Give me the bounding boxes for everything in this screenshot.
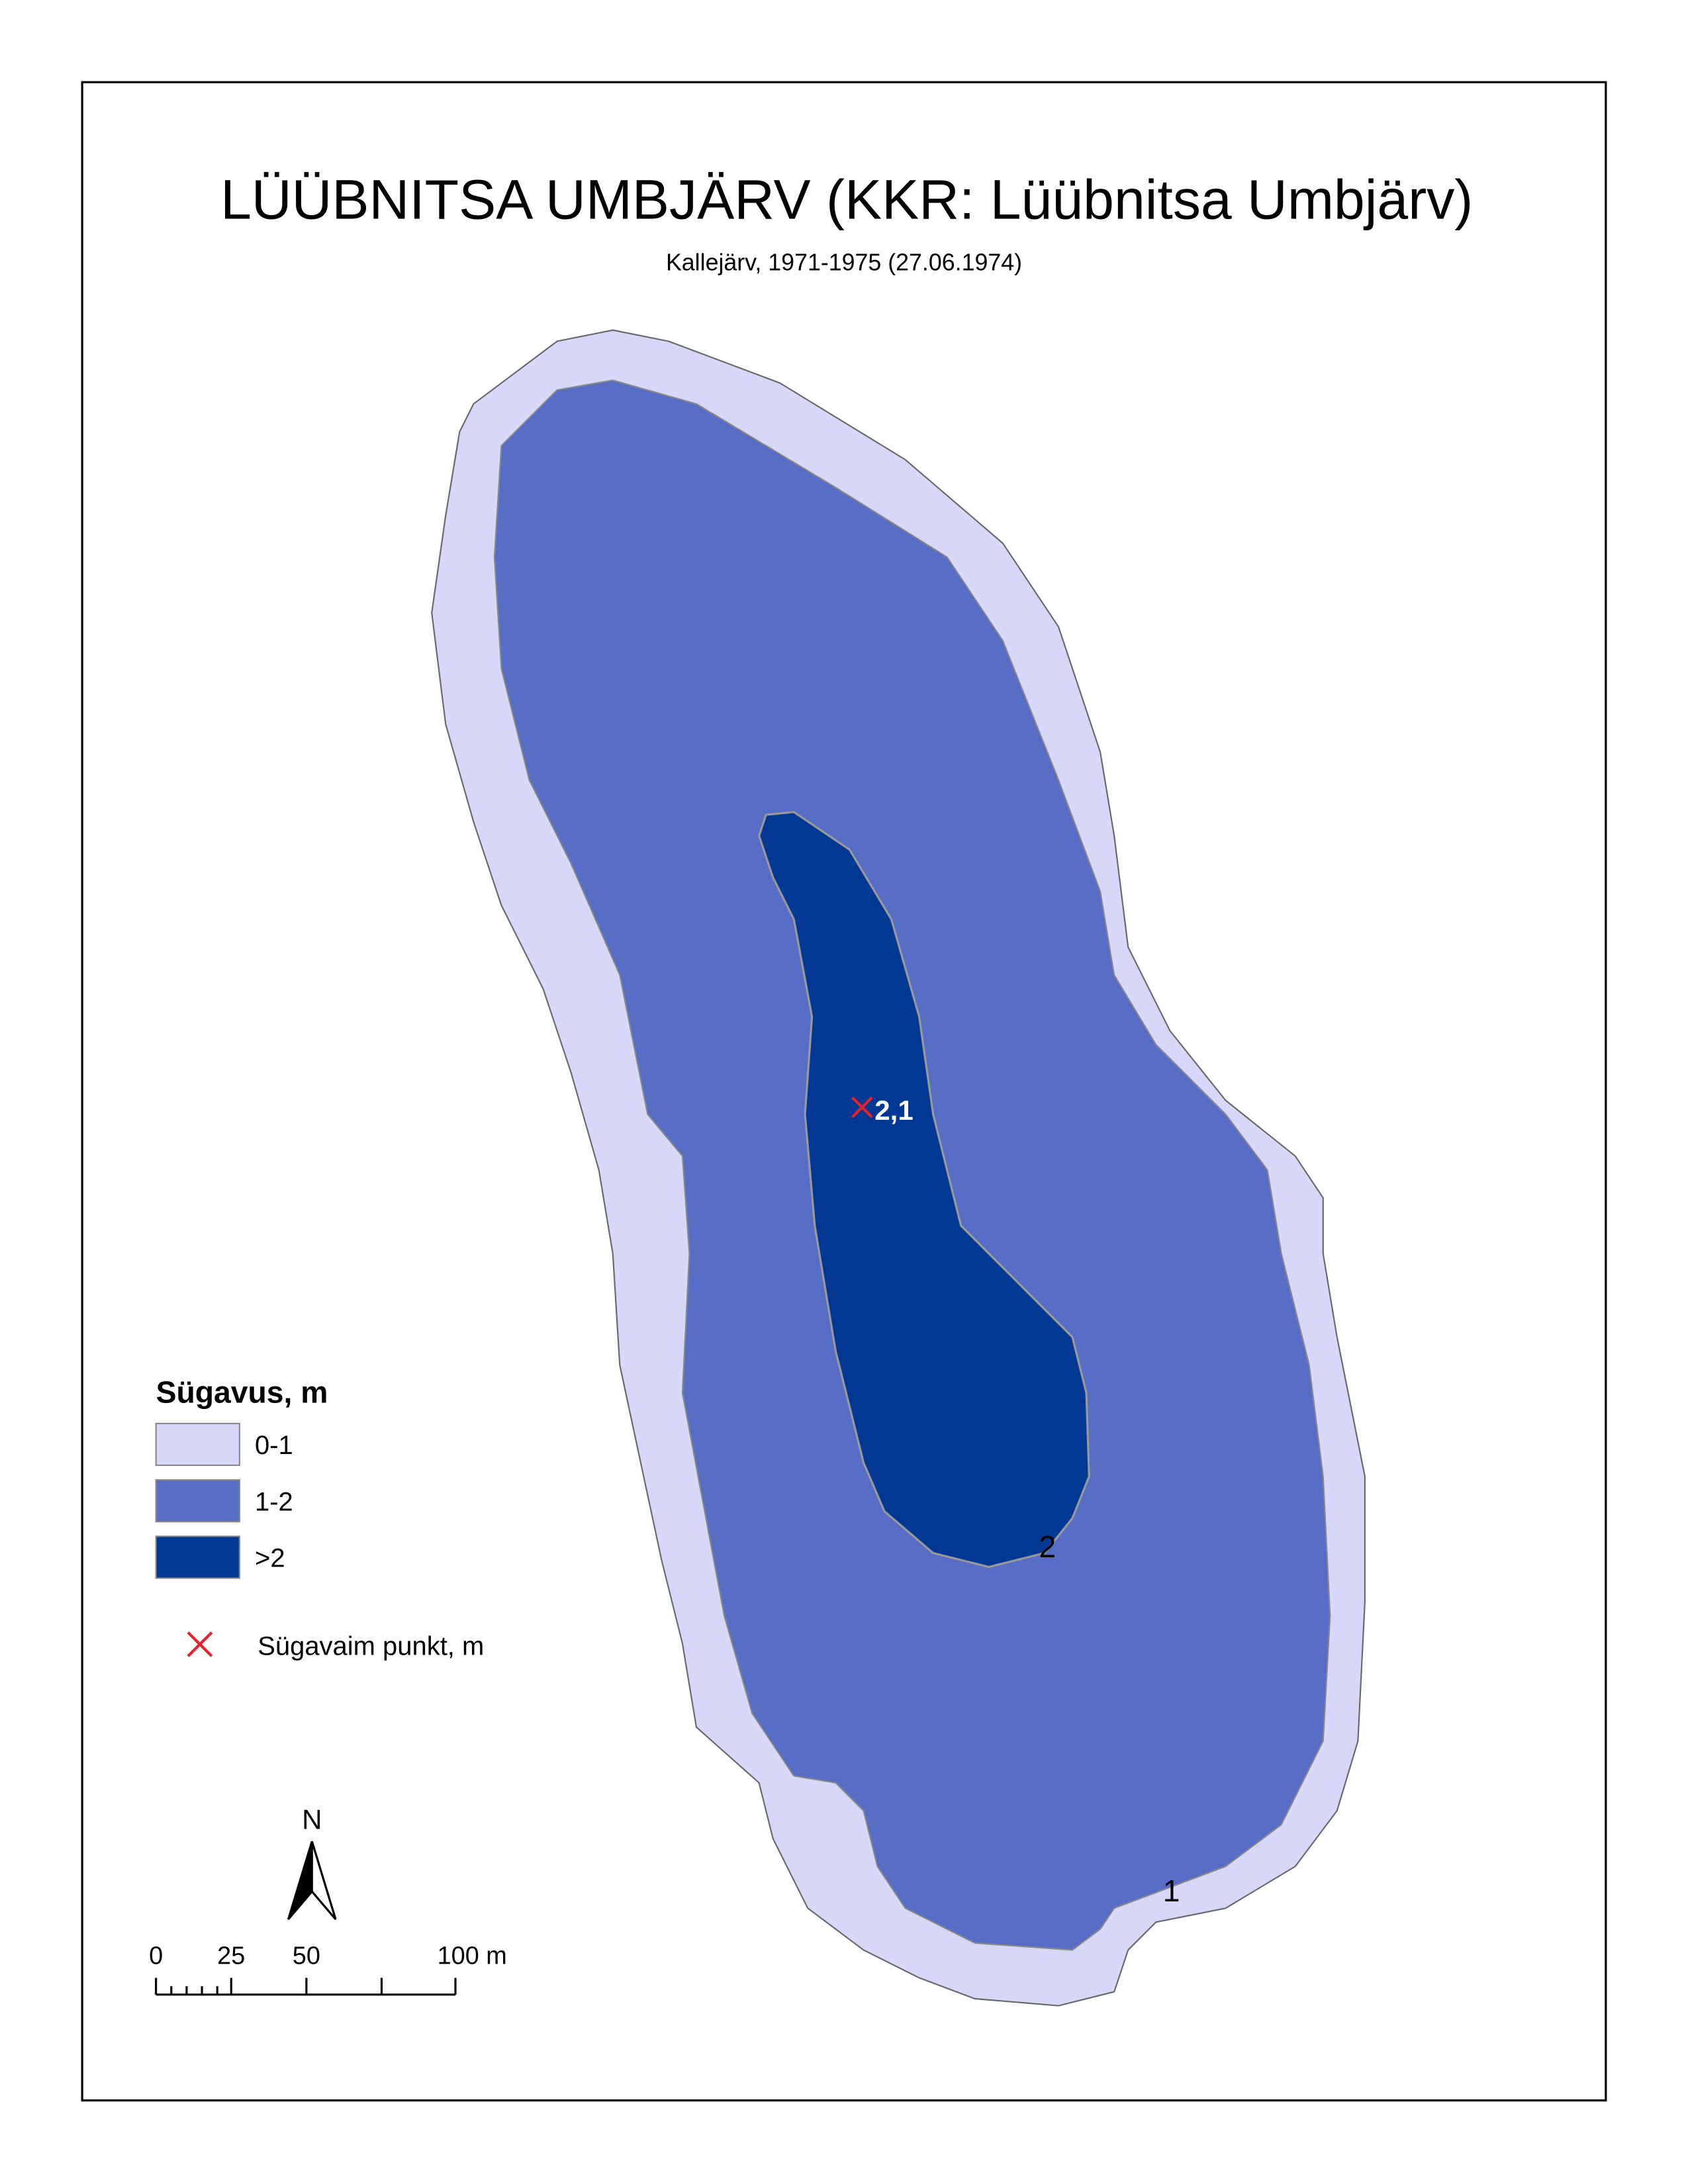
legend-swatch — [155, 1422, 240, 1467]
scale-label: 100 m — [438, 1942, 507, 1970]
scale-label: 0 — [149, 1942, 163, 1970]
legend-point-symbol — [187, 1631, 213, 1657]
scale-label: 50 — [293, 1942, 320, 1970]
legend-title: Sügavus, m — [156, 1375, 328, 1409]
marker-stroke — [187, 1631, 213, 1657]
contour-label: 1 — [1163, 1874, 1180, 1908]
legend: 0-1 1-2 >2 — [155, 1422, 293, 1579]
contour-label: 2 — [1039, 1529, 1056, 1564]
legend-swatch — [155, 1479, 240, 1523]
legend-swatch — [155, 1535, 240, 1579]
legend-label: >2 — [255, 1544, 285, 1573]
deepest-point-marker — [851, 1096, 873, 1118]
north-arrow — [310, 1841, 337, 1921]
deepest-point-label: 2,1 — [874, 1095, 913, 1126]
scale-bar — [155, 1978, 457, 1996]
scale-label: 25 — [217, 1942, 245, 1970]
marker-stroke — [851, 1096, 873, 1118]
legend-label: 1-2 — [255, 1487, 293, 1516]
map-subtitle: Kallejärv, 1971-1975 (27.06.1974) — [666, 249, 1022, 275]
map-title: LÜÜBNITSA UMBJÄRV (KKR: Lüübnitsa Umbjär… — [220, 168, 1473, 230]
north-label: N — [302, 1803, 322, 1835]
legend-point-label: Sügavaim punkt, m — [258, 1631, 484, 1661]
legend-label: 0-1 — [255, 1431, 293, 1460]
depth-zone-over-2 — [758, 811, 1090, 1569]
